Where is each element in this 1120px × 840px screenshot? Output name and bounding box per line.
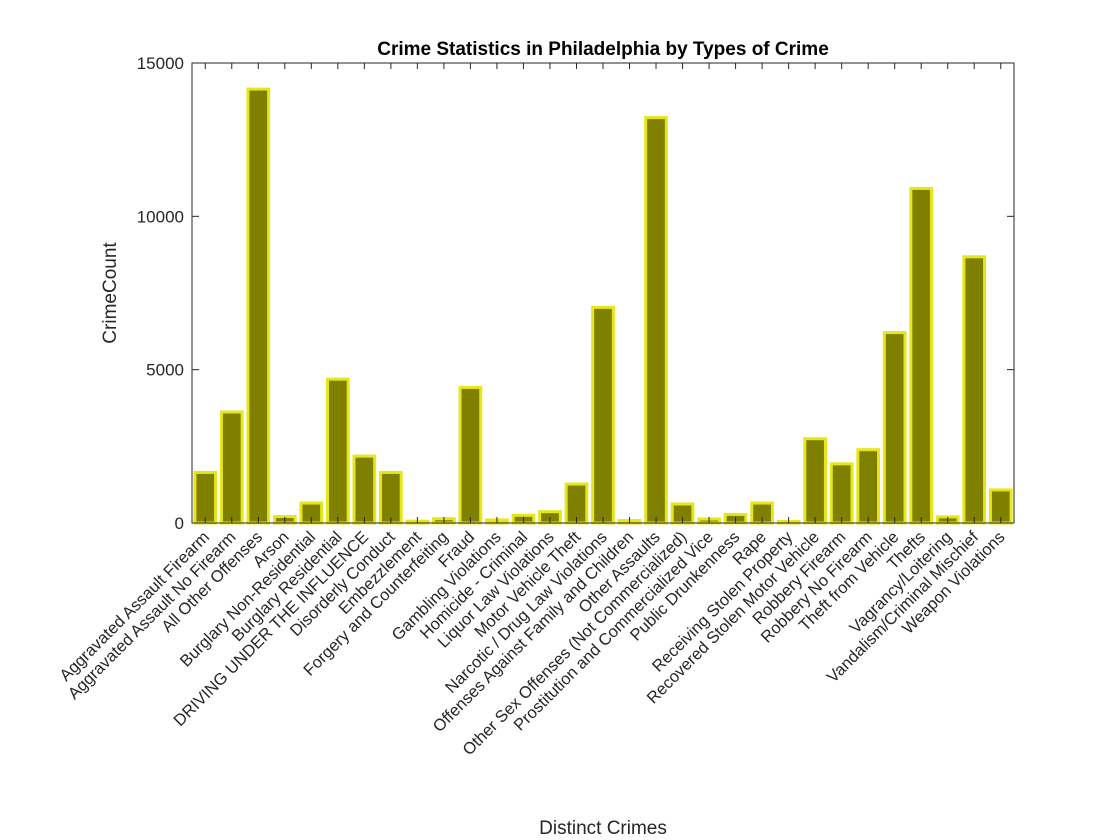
bar [803, 437, 827, 525]
bar [219, 410, 244, 525]
bar [829, 462, 854, 525]
bar [352, 454, 377, 525]
bar [962, 255, 987, 525]
y-tick-label: 0 [175, 514, 184, 533]
bar [246, 87, 271, 525]
bar [379, 470, 403, 525]
y-tick-label: 15000 [137, 54, 184, 73]
y-axis-title: CrimeCount [100, 242, 121, 344]
bar [882, 331, 907, 525]
bar [856, 448, 881, 525]
bar [193, 470, 218, 525]
bar [644, 116, 668, 525]
bar [591, 305, 615, 525]
chart-title: Crime Statistics in Philadelphia by Type… [377, 39, 829, 60]
x-axis-title: Distinct Crimes [539, 818, 667, 839]
bar-group [193, 87, 1013, 525]
bar [909, 186, 934, 525]
bar [326, 377, 350, 525]
bar [458, 385, 483, 525]
y-axis-ticks: 0 5000 10000 15000 [137, 54, 1014, 533]
y-tick-label: 5000 [146, 361, 184, 380]
y-tick-label: 10000 [137, 207, 184, 226]
